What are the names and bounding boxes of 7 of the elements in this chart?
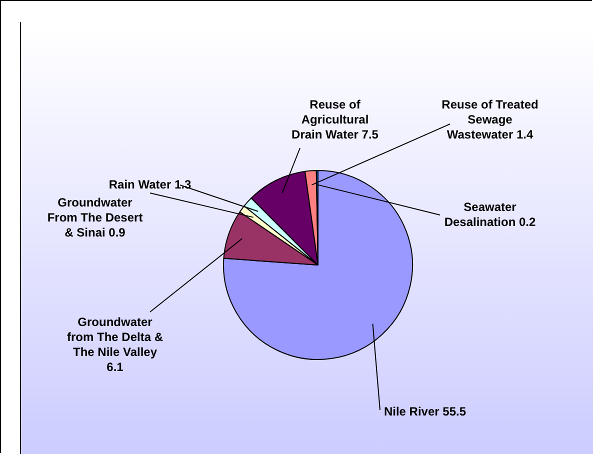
slice-label: Groundwater from The Delta & The Nile Valley 6.1 (66, 314, 164, 374)
slice-label: Reuse of Treated Sewage Wastewater 1.4 (442, 97, 538, 142)
slice-label: Seawater Desalination 0.2 (444, 200, 536, 229)
slice-label: Nile River 55.5 (384, 404, 466, 418)
slice-label: Reuse of Agricultural Drain Water 7.5 (292, 97, 379, 142)
slice-label: Rain Water 1.3 (108, 177, 192, 192)
slice-label: Groundwater From The Desert & Sinai 0.9 (47, 195, 143, 240)
